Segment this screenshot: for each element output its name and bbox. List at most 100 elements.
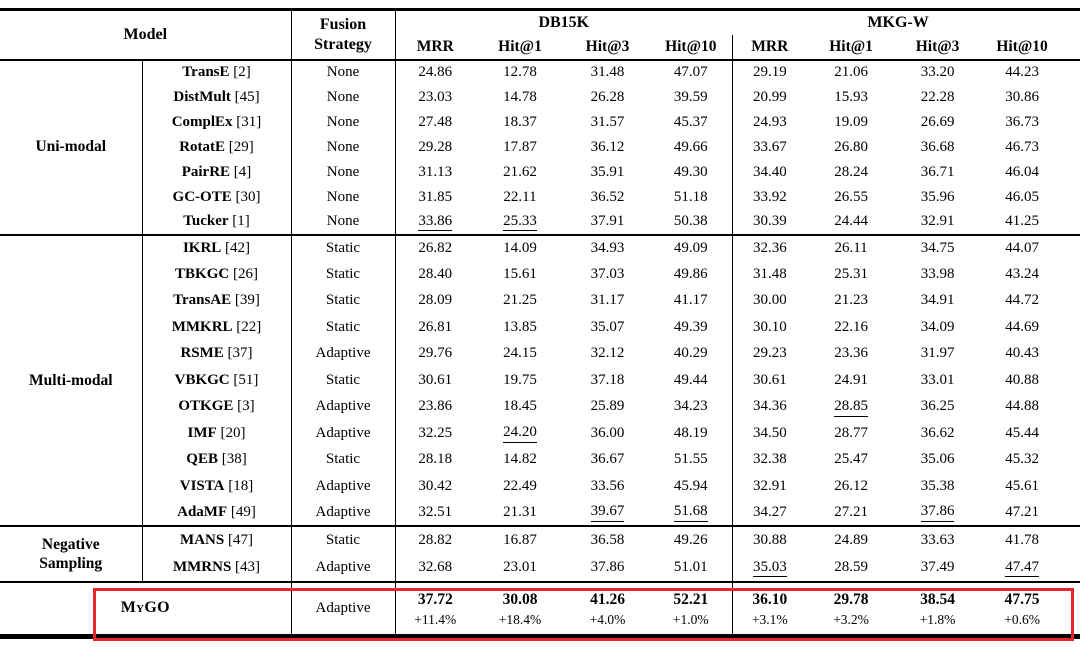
group-label: Negative Sampling	[0, 525, 142, 582]
model-name: TransAE [39]	[141, 287, 292, 314]
metric-value: 29.76	[394, 340, 476, 367]
metric-value: 33.01	[920, 371, 955, 388]
table-header: Model Fusion Strategy DB15K MKG-W MRR Hi…	[0, 9, 1080, 61]
table-row: VBKGC [51] Static 30.61 19.75 37.18 49.44 30.6…	[0, 367, 1080, 394]
fusion-strategy: Static	[290, 446, 396, 473]
metric-value: 31.17	[590, 292, 625, 309]
metric-value: 47.21	[1005, 503, 1039, 520]
metric-value: 24.20	[475, 420, 565, 447]
metric-value: 34.40	[731, 159, 808, 185]
metric-value: 19.75	[503, 371, 537, 388]
metric-value: 35.96	[920, 188, 955, 205]
fusion-strategy: None	[290, 184, 396, 210]
section-negative-sampling: Negative Sampling MANS [47] Static 28.82 16.8…	[0, 525, 1080, 582]
metric-value: 36.10 +3.1%	[731, 581, 808, 636]
table-row: OTKGE [3] Adaptive 23.86 18.45 25.89 34.23 34.…	[0, 393, 1080, 420]
metric-value: 47.47	[980, 554, 1080, 582]
metric-value: 39.67	[565, 500, 650, 527]
mygo-value: 36.10	[752, 590, 788, 608]
metric-value: 27.48	[394, 109, 476, 135]
metric-value: 49.66	[673, 138, 708, 155]
header-dataset-mkg-w: MKG-W	[867, 13, 929, 31]
model-name: RotatE [29]	[141, 134, 292, 160]
metric-value: 33.56	[590, 477, 625, 494]
metric-value: 27.21	[834, 503, 868, 520]
metric-value: 26.11	[807, 233, 896, 261]
table-row: Multi-modal IKRL [42] Static 26.82 14.09 34.9…	[0, 233, 1080, 526]
metric-value: 22.28	[920, 88, 955, 105]
mygo-value: 47.75	[1004, 590, 1040, 608]
metric-value: 36.00	[590, 424, 625, 441]
mygo-value: 38.54	[920, 590, 955, 608]
section-multi-modal: Multi-modal IKRL [42] Static 26.82 14.09 34.9…	[0, 233, 1080, 527]
header-metric: MRR	[731, 34, 808, 61]
metric-value: 36.25	[920, 398, 955, 415]
mygo-value: 29.78	[833, 590, 869, 608]
metric-value: 24.91	[834, 371, 868, 388]
mygo-value: 41.26	[590, 590, 625, 608]
metric-value: 47.75 +0.6%	[980, 581, 1080, 636]
metric-value: 21.06	[807, 58, 896, 85]
group-label: Multi-modal	[0, 233, 142, 526]
metric-value: 30.08 +18.4%	[475, 581, 566, 636]
metric-value: 45.44	[1005, 424, 1039, 441]
metric-value: 35.03	[731, 554, 808, 582]
metric-value: 18.45	[503, 398, 537, 415]
fusion-strategy: Adaptive	[290, 554, 396, 582]
metric-value: 36.67	[590, 451, 625, 468]
metric-value: 49.39	[673, 318, 708, 335]
metric-value: 45.94	[673, 477, 708, 494]
header-metric: Hit@1	[807, 34, 896, 61]
metric-value: 29.23	[731, 340, 808, 367]
header-row-datasets: Model Fusion Strategy DB15K MKG-W	[0, 9, 1080, 61]
model-name: VBKGC [51]	[141, 367, 292, 394]
model-name: DistMult [45]	[141, 84, 292, 110]
metric-value: 21.25	[503, 292, 537, 309]
table-row: Negative Sampling MANS [47] Static 28.82 16.8…	[0, 525, 1080, 582]
metric-value: 33.98	[920, 265, 955, 282]
metric-value: 30.61	[731, 367, 808, 394]
metric-value: 46.73	[1005, 138, 1039, 155]
fusion-strategy: None	[290, 134, 396, 160]
metric-value: 19.09	[834, 113, 868, 130]
metric-value: 34.91	[920, 292, 955, 309]
metric-value: 36.71	[920, 163, 955, 180]
metric-value: 48.19	[673, 424, 708, 441]
metric-value: 36.58	[565, 525, 651, 554]
fusion-strategy: Adaptive	[290, 581, 396, 636]
metric-value: 32.25	[394, 420, 476, 447]
metric-value: 34.27	[731, 499, 808, 526]
fusion-strategy: None	[290, 84, 396, 110]
table-row: Uni-modal TransE [2] None 24.86 12.78 31.48 47…	[0, 58, 1080, 235]
table-row: IMF [20] Adaptive 32.25 24.20 36.00 48.19 34.5…	[0, 420, 1080, 447]
table-row: VISTA [18] Adaptive 30.42 22.49 33.56 45.94 32…	[0, 473, 1080, 500]
fusion-strategy: None	[290, 58, 396, 85]
metric-value: 33.92	[731, 184, 808, 210]
model-name: QEB [38]	[141, 446, 292, 473]
metric-value: 26.12	[834, 477, 868, 494]
metric-value: 21.23	[834, 292, 868, 309]
metric-value: 32.36	[731, 233, 808, 261]
metric-value: 24.86	[394, 58, 476, 85]
results-table: Model Fusion Strategy DB15K MKG-W MRR Hi…	[0, 8, 1080, 639]
metric-value: 14.78	[503, 88, 537, 105]
metric-value: 12.78	[475, 58, 566, 85]
metric-value: 41.25	[1005, 213, 1039, 230]
metric-value: 25.47	[834, 451, 868, 468]
metric-value: 49.86	[673, 265, 708, 282]
metric-value: 24.89	[807, 525, 896, 554]
fusion-strategy: Adaptive	[290, 499, 396, 526]
metric-value: 47.07	[650, 58, 733, 85]
table-row: QEB [38] Static 28.18 14.82 36.67 51.55 32.38 2…	[0, 446, 1080, 473]
metric-value: 49.44	[673, 371, 708, 388]
metric-value: 37.91	[590, 213, 625, 230]
metric-value: 15.93	[834, 88, 868, 105]
metric-value: 16.87	[475, 525, 566, 554]
metric-value: 30.61	[394, 367, 476, 394]
header-metric: Hit@1	[475, 34, 566, 61]
metric-value: 28.59	[834, 559, 868, 576]
model-name: TBKGC [26]	[141, 261, 292, 288]
model-name: AdaMF [49]	[141, 499, 292, 526]
metric-value: 31.48	[565, 58, 651, 85]
metric-value: 30.39	[731, 209, 808, 235]
